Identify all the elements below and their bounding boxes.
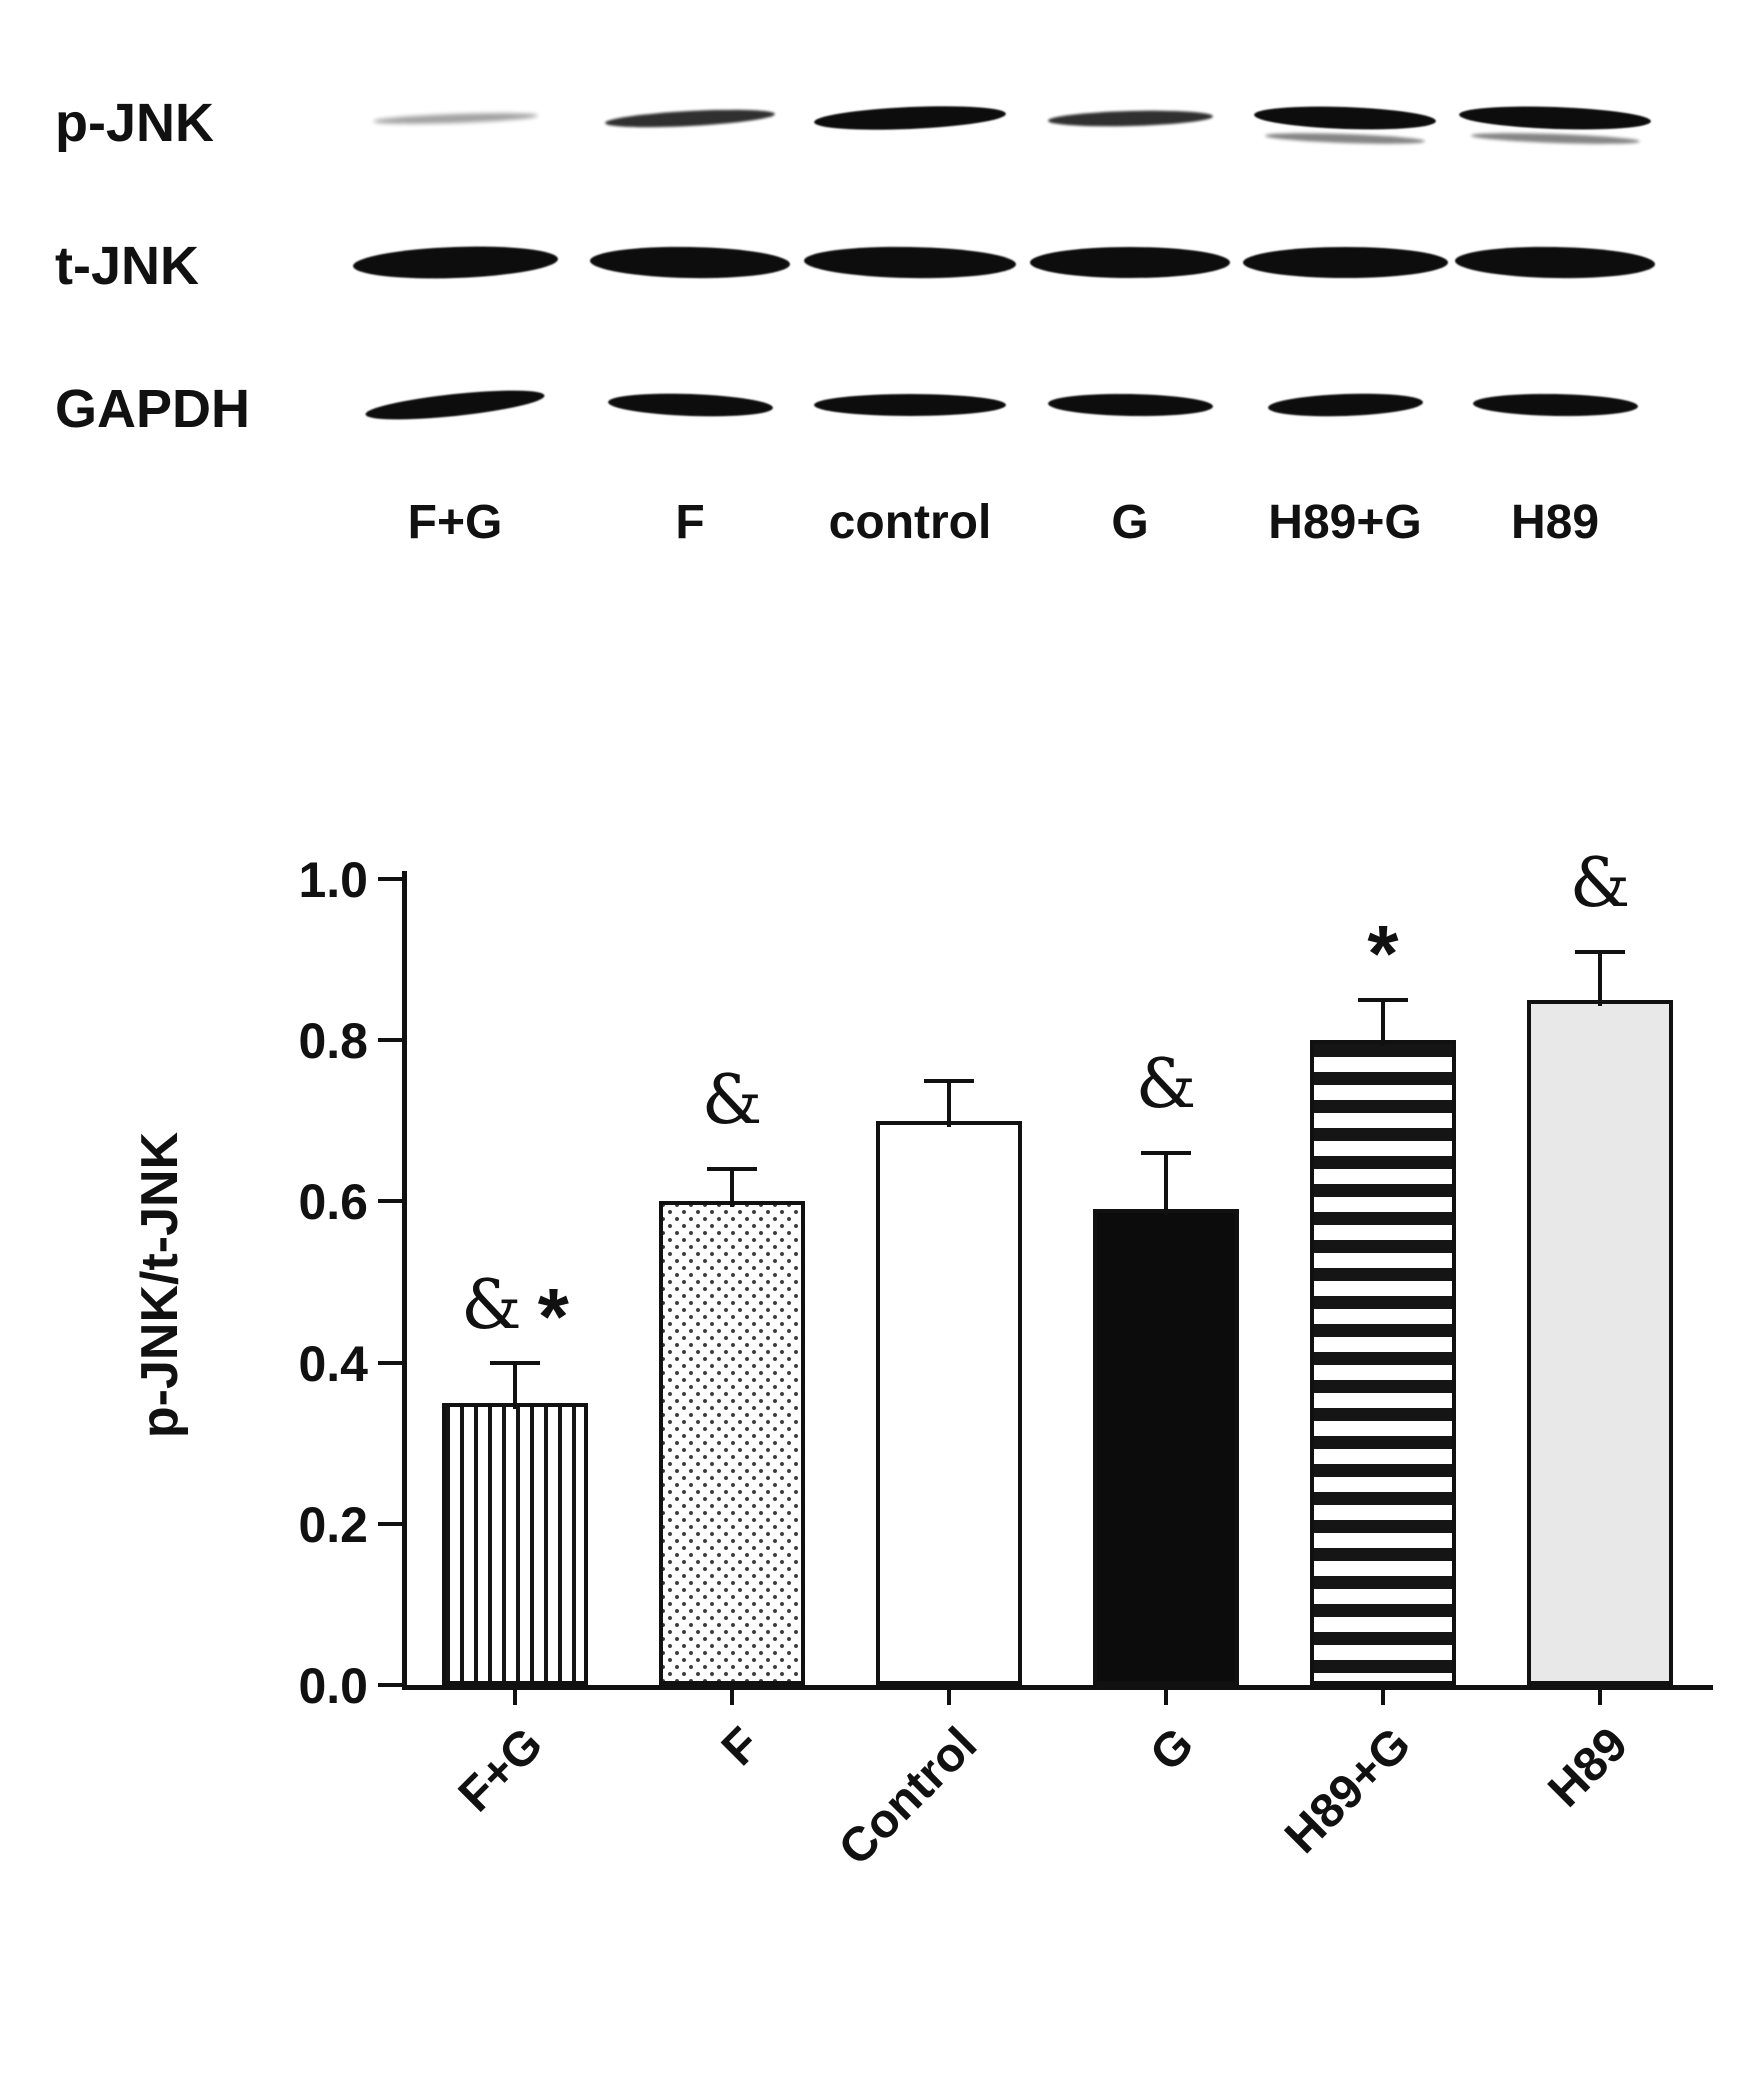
y-tick-label: 0.0	[298, 1658, 368, 1714]
y-tick	[378, 1360, 405, 1365]
blot-band	[1030, 246, 1230, 278]
blot-band	[1253, 103, 1437, 133]
blot-band	[813, 102, 1007, 134]
bar-G	[1093, 1209, 1239, 1685]
error-bar-cap	[924, 1078, 974, 1083]
blot-band	[604, 106, 776, 130]
significance-annotation: & *	[405, 1255, 625, 1361]
blot-band	[1454, 244, 1656, 280]
error-bar	[513, 1362, 517, 1409]
blot-band	[589, 244, 791, 280]
blot-band	[352, 242, 558, 282]
blot-row-label: GAPDH	[55, 379, 251, 439]
error-bar-cap	[1358, 997, 1408, 1002]
y-tick	[378, 1199, 405, 1204]
blot-band	[1267, 391, 1423, 419]
x-tick	[1381, 1690, 1385, 1705]
x-axis	[402, 1685, 1713, 1690]
lane-label: G	[1111, 496, 1149, 549]
x-tick	[513, 1690, 517, 1705]
y-tick	[378, 877, 405, 881]
y-axis	[402, 871, 407, 1690]
blot-row-label: t-JNK	[55, 236, 199, 296]
x-tick-label: F	[711, 1717, 771, 1776]
bar-Control	[876, 1120, 1022, 1685]
lane-label: H89+G	[1268, 496, 1422, 549]
blot-band	[814, 394, 1006, 416]
blot-band	[1242, 246, 1448, 278]
asterisk-marker: *	[1367, 908, 1399, 998]
y-tick-label: 1.0	[298, 852, 368, 908]
blot-band	[372, 110, 538, 126]
error-bar	[1381, 999, 1385, 1047]
y-tick-label: 0.2	[298, 1496, 368, 1553]
ampersand-marker: &	[461, 1265, 522, 1345]
x-tick-label: H89	[1538, 1717, 1639, 1818]
bar-H89+G	[1310, 1040, 1456, 1685]
blot-band	[1047, 392, 1213, 418]
error-bar	[1164, 1153, 1168, 1216]
significance-annotation: *	[1273, 892, 1493, 998]
blot-band-secondary	[1264, 131, 1426, 146]
y-tick	[378, 1521, 405, 1526]
x-tick-label: H89+G	[1275, 1717, 1422, 1864]
x-tick	[730, 1690, 734, 1705]
y-tick-label: 0.4	[298, 1335, 368, 1392]
bar-H89	[1527, 999, 1673, 1685]
lane-label: F+G	[407, 496, 503, 549]
bar-F+G	[442, 1402, 588, 1685]
lane-label: H89	[1510, 496, 1600, 549]
y-tick	[378, 1683, 405, 1687]
asterisk-marker: *	[537, 1271, 569, 1361]
significance-annotation: &	[622, 1061, 842, 1153]
error-bar-cap	[1141, 1151, 1191, 1156]
error-bar-cap	[490, 1360, 540, 1365]
blot-band	[1472, 392, 1638, 418]
error-bar	[1598, 951, 1602, 1006]
error-bar-cap	[1575, 949, 1625, 954]
error-bar	[947, 1080, 951, 1127]
bar-F	[659, 1201, 805, 1685]
y-tick	[378, 1038, 405, 1043]
blot-band-secondary	[1470, 131, 1640, 146]
blot-band	[1047, 108, 1213, 128]
lane-label: control	[828, 496, 992, 549]
x-tick	[947, 1690, 951, 1705]
x-tick	[1164, 1690, 1168, 1705]
blot-band	[803, 244, 1017, 280]
significance-annotation: &	[1490, 844, 1710, 936]
x-tick-label: Control	[829, 1717, 988, 1876]
x-tick-label: G	[1140, 1717, 1205, 1782]
blot-band	[364, 384, 546, 426]
x-tick	[1598, 1690, 1602, 1705]
y-tick-label: 0.6	[298, 1174, 368, 1231]
y-axis-title: p-JNK/t-JNK	[131, 1131, 189, 1439]
blot-row-label: p-JNK	[55, 93, 214, 153]
y-tick-label: 0.8	[298, 1013, 368, 1070]
error-bar-cap	[707, 1167, 757, 1172]
blot-band	[1458, 103, 1652, 133]
x-tick-label: F+G	[448, 1717, 554, 1823]
error-bar	[730, 1169, 734, 1208]
significance-annotation: &	[1056, 1045, 1276, 1137]
blot-band	[607, 391, 773, 419]
ampersand-marker: &	[701, 1061, 763, 1141]
lane-label: F	[675, 496, 705, 549]
ampersand-marker: &	[1135, 1045, 1197, 1125]
ampersand-marker: &	[1569, 843, 1631, 923]
